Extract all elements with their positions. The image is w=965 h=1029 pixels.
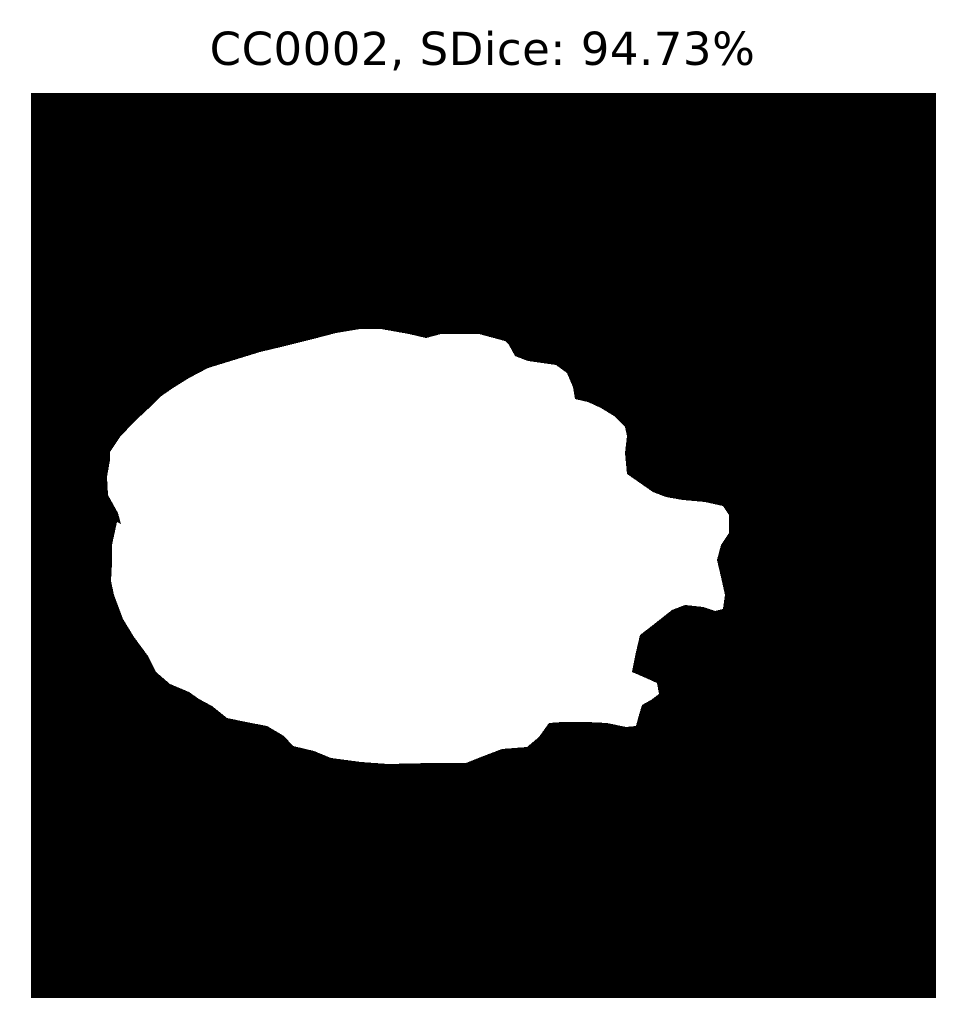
segmentation-mask-svg	[31, 93, 936, 998]
segmentation-blob	[107, 329, 729, 764]
figure-title: CC0002, SDice: 94.73%	[209, 23, 756, 76]
segmentation-mask-panel	[31, 93, 936, 998]
